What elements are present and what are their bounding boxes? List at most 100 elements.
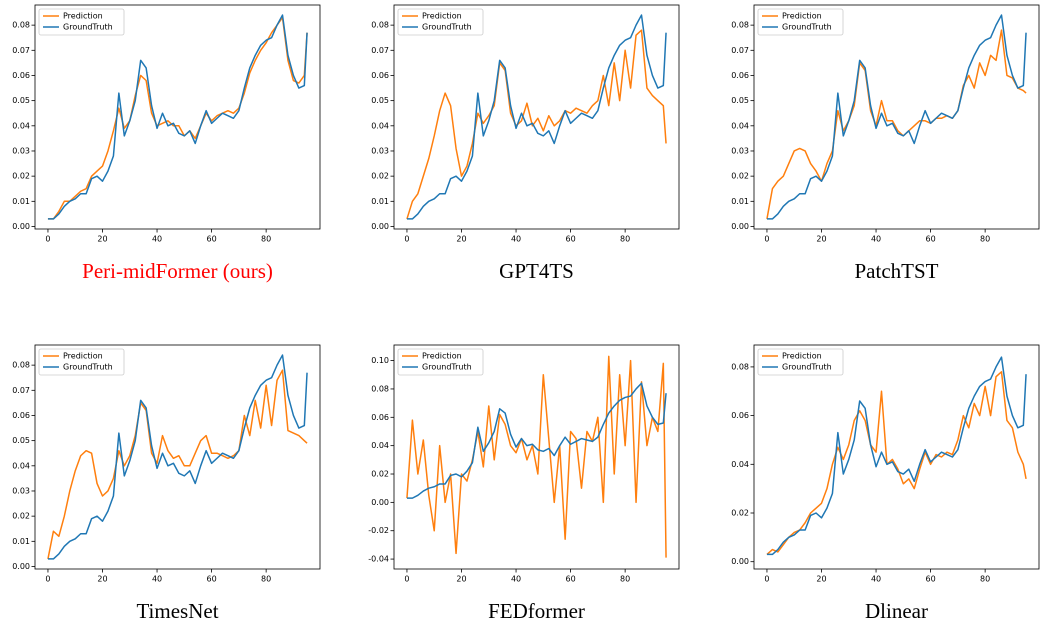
y-tick-label: 0.07 bbox=[731, 46, 749, 55]
x-tick-label: 60 bbox=[925, 575, 935, 584]
y-tick-label: 0.08 bbox=[731, 362, 749, 371]
y-tick-label: 0.01 bbox=[731, 197, 749, 206]
y-tick-label: 0.03 bbox=[12, 486, 30, 495]
series-line bbox=[406, 14, 667, 220]
axes-frame bbox=[34, 4, 321, 230]
y-tick-label: 0.07 bbox=[12, 386, 30, 395]
legend-label: GroundTruth bbox=[63, 363, 113, 372]
y-tick-label: 0.01 bbox=[12, 537, 30, 546]
y-tick-label: 0.03 bbox=[371, 146, 389, 155]
x-tick-label: 40 bbox=[511, 235, 521, 244]
axes-frame bbox=[753, 4, 1040, 230]
y-tick-label: 0.08 bbox=[12, 21, 30, 30]
series-line bbox=[47, 354, 308, 560]
y-tick-label: 0.03 bbox=[12, 146, 30, 155]
legend-box bbox=[757, 8, 844, 36]
y-tick-label: 0.02 bbox=[371, 172, 389, 181]
y-tick-label: 0.05 bbox=[371, 96, 389, 105]
x-tick-label: 0 bbox=[764, 235, 769, 244]
x-tick-label: 80 bbox=[620, 235, 630, 244]
legend-box bbox=[397, 348, 484, 376]
x-tick-label: 0 bbox=[45, 235, 50, 244]
axes-frame bbox=[393, 4, 680, 230]
y-tick-label: 0.06 bbox=[12, 71, 30, 80]
plot-area bbox=[406, 355, 667, 558]
y-tick-label: 0.00 bbox=[12, 222, 30, 231]
caption: Dlinear bbox=[865, 599, 928, 623]
caption: FEDformer bbox=[488, 599, 585, 623]
x-tick-label: 60 bbox=[925, 235, 935, 244]
legend-box bbox=[397, 8, 484, 36]
plot-area bbox=[406, 14, 667, 220]
y-tick-label: 0.00 bbox=[731, 222, 749, 231]
y-tick-label: 0.08 bbox=[731, 21, 749, 30]
plot-area bbox=[47, 14, 308, 220]
caption: GPT4TS bbox=[499, 259, 574, 283]
x-tick-label: 20 bbox=[816, 575, 826, 584]
y-tick-label: 0.02 bbox=[731, 172, 749, 181]
x-tick-label: 20 bbox=[97, 575, 107, 584]
x-tick-label: 80 bbox=[261, 575, 271, 584]
legend-box bbox=[38, 8, 125, 36]
y-tick-label: 0.06 bbox=[731, 71, 749, 80]
y-tick-label: 0.04 bbox=[12, 121, 30, 130]
axes-frame bbox=[753, 344, 1040, 570]
x-tick-label: 20 bbox=[456, 575, 466, 584]
x-tick-label: 20 bbox=[456, 235, 466, 244]
series-line bbox=[766, 371, 1027, 555]
y-tick-label: 0.05 bbox=[12, 96, 30, 105]
series-line bbox=[406, 355, 667, 558]
caption: Peri-midFormer (ours) bbox=[82, 259, 273, 283]
series-line bbox=[766, 14, 1027, 220]
subplot: 0.00 0.01 0.02 0.03 0.04 0.05 0.06 0.07 0.08 0 20 4… bbox=[12, 4, 321, 283]
y-tick-label: 0.06 bbox=[12, 411, 30, 420]
y-tick-label: 0.04 bbox=[12, 461, 30, 470]
y-tick-label: 0.01 bbox=[12, 197, 30, 206]
y-tick-label: 0.02 bbox=[371, 470, 389, 479]
y-tick-label: 0.00 bbox=[731, 557, 749, 566]
subplot: 0.00 0.01 0.02 0.03 0.04 0.05 0.06 0.07 0.08 0 20 4… bbox=[12, 344, 321, 623]
y-tick-label: 0.04 bbox=[371, 121, 389, 130]
series-line bbox=[47, 369, 308, 560]
y-tick-label: 0.02 bbox=[731, 509, 749, 518]
axes-frame bbox=[393, 344, 680, 570]
x-tick-label: 20 bbox=[97, 235, 107, 244]
y-tick-label: 0.06 bbox=[731, 411, 749, 420]
legend-label: GroundTruth bbox=[63, 23, 113, 32]
x-tick-label: 60 bbox=[206, 235, 216, 244]
legend-label: Prediction bbox=[782, 12, 822, 21]
series-line bbox=[766, 29, 1027, 220]
y-tick-label: -0.02 bbox=[368, 526, 389, 535]
y-tick-label: 0.06 bbox=[371, 413, 389, 422]
series-line bbox=[47, 14, 308, 220]
y-tick-label: 0.06 bbox=[371, 71, 389, 80]
x-tick-label: 60 bbox=[565, 235, 575, 244]
y-tick-label: 0.07 bbox=[12, 46, 30, 55]
legend-label: GroundTruth bbox=[782, 363, 832, 372]
y-tick-label: 0.00 bbox=[371, 222, 389, 231]
subplot: 0.00 0.02 0.04 0.06 0.08 0 20 40 60 80 Prediction G… bbox=[731, 344, 1040, 623]
x-tick-label: 40 bbox=[511, 575, 521, 584]
x-tick-label: 40 bbox=[152, 235, 162, 244]
subplot: 0.00 0.01 0.02 0.03 0.04 0.05 0.06 0.07 0.08 0 20 4… bbox=[731, 4, 1040, 283]
plot-area bbox=[766, 356, 1027, 556]
subplot: 0.00 0.01 0.02 0.03 0.04 0.05 0.06 0.07 0.08 0 20 4… bbox=[371, 4, 680, 283]
caption: PatchTST bbox=[855, 259, 939, 283]
legend-label: Prediction bbox=[63, 12, 103, 21]
y-tick-label: 0.02 bbox=[12, 172, 30, 181]
x-tick-label: 0 bbox=[404, 575, 409, 584]
plot-area bbox=[47, 354, 308, 560]
x-tick-label: 80 bbox=[620, 575, 630, 584]
y-tick-label: -0.04 bbox=[368, 555, 389, 564]
y-tick-label: 0.10 bbox=[371, 356, 389, 365]
legend-box bbox=[38, 348, 125, 376]
y-tick-label: 0.00 bbox=[371, 498, 389, 507]
x-tick-label: 60 bbox=[206, 575, 216, 584]
y-tick-label: 0.02 bbox=[12, 512, 30, 521]
y-tick-label: 0.01 bbox=[371, 197, 389, 206]
x-tick-label: 60 bbox=[565, 575, 575, 584]
legend-label: Prediction bbox=[422, 352, 462, 361]
subplot: -0.04 -0.02 0.00 0.02 0.04 0.06 0.08 0.10 0 20 40 6… bbox=[368, 344, 680, 623]
y-tick-label: 0.04 bbox=[371, 441, 389, 450]
